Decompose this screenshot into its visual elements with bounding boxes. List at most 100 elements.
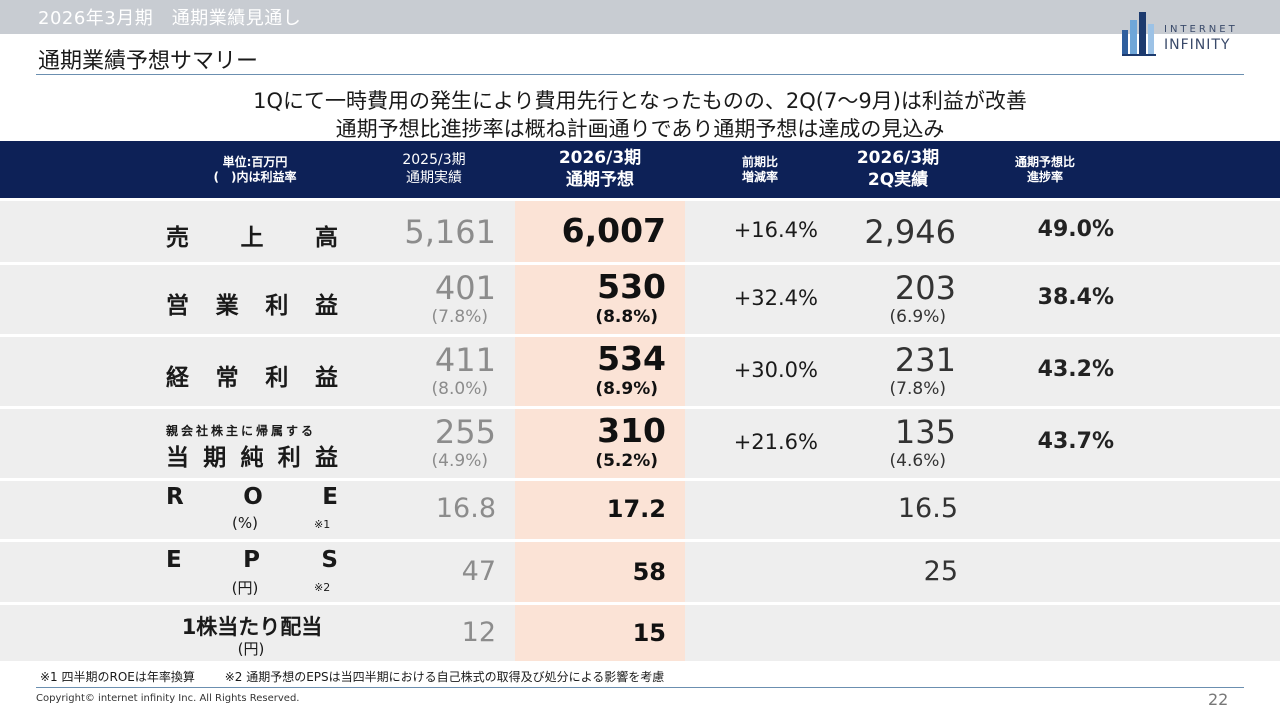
row-unit: (円) — [231, 579, 259, 597]
plan-rate: (8.9%) — [595, 379, 658, 399]
header-plan: 2026/3期 通期予想 — [520, 141, 680, 198]
footnotes: ※1 四半期のROEは年率換算 ※2 通期予想のEPSは当四半期における自己株式… — [40, 668, 690, 685]
change-value: +30.0% — [733, 358, 818, 382]
headline-line-2: 通期予想比進捗率は概ね計画通りであり通期予想は達成の見込み — [335, 117, 945, 141]
row-label: 経 常 利 益 — [166, 358, 338, 392]
footnote-1: ※1 四半期のROEは年率換算 — [40, 670, 195, 684]
row-footnote-ref: ※2 — [314, 581, 331, 594]
header-prev-line1: 2025/3期 — [402, 152, 466, 168]
q2-rate: (6.9%) — [889, 307, 946, 327]
plan-highlight — [515, 542, 685, 602]
header-progress-line1: 通期予想比 — [1014, 154, 1075, 169]
q2-rate: (7.8%) — [889, 379, 946, 399]
row-label: 売 上 高 — [166, 218, 338, 252]
q2-value: 2,946 — [864, 213, 956, 251]
prev-rate: (4.9%) — [431, 451, 488, 471]
progress-value: 43.2% — [1037, 357, 1114, 382]
row-footnote-ref: ※1 — [314, 518, 331, 531]
row-label: 当 期 純 利 益 — [166, 438, 338, 472]
progress-value: 38.4% — [1037, 285, 1114, 310]
q2-value: 135 — [894, 413, 956, 451]
prev-value: 255 — [434, 413, 496, 451]
period-heading: 2026年3月期 通期業績見通し — [38, 8, 302, 29]
label-char: O — [243, 484, 263, 510]
label-char: 益 — [314, 293, 338, 319]
label-char: E — [166, 547, 182, 573]
q2-value: 25 — [923, 556, 958, 587]
q2-value: 16.5 — [897, 493, 958, 524]
table-row-sales: 売 上 高 5,161 6,007 +16.4% 2,946 49.0% — [0, 201, 1280, 262]
table-row-net-income: 親会社株主に帰属する 当 期 純 利 益 255 (4.9%) 310 (5.2… — [0, 409, 1280, 478]
header-progress: 通期予想比 進捗率 — [990, 141, 1100, 198]
company-logo: INTERNET INFINITY — [1120, 10, 1250, 62]
prev-value: 5,161 — [404, 213, 496, 251]
plan-value: 17.2 — [606, 495, 666, 523]
row-label: 1株当たり配当 — [181, 615, 323, 639]
label-char: 利 — [277, 445, 301, 471]
title-divider — [36, 74, 1244, 75]
header-plan-line1: 2026/3期 — [558, 148, 642, 169]
page-title: 通期業績予想サマリー — [38, 49, 259, 74]
label-char: 純 — [240, 445, 264, 471]
logo-word-internet: INTERNET — [1164, 24, 1238, 35]
prev-value: 47 — [461, 556, 496, 587]
row-label: 営 業 利 益 — [166, 286, 338, 320]
header-unit-line1: 単位:百万円 — [222, 154, 288, 169]
change-value: +32.4% — [733, 286, 818, 310]
plan-highlight — [515, 337, 685, 406]
header-progress-line2: 進捗率 — [1026, 169, 1063, 184]
header-prev-year: 2025/3期 通期実績 — [372, 141, 496, 198]
header-2q-line1: 2026/3期 — [856, 148, 940, 169]
header-unit: 単位:百万円 ( )内は利益率 — [180, 141, 330, 198]
q2-value: 203 — [894, 269, 956, 307]
header-prev-line2: 通期実績 — [406, 169, 462, 186]
footnote-2: ※2 通期予想のEPSは当四半期における自己株式の取得及び処分による影響を考慮 — [224, 670, 665, 684]
plan-rate: (8.8%) — [595, 307, 658, 327]
label-char: 上 — [240, 225, 264, 251]
row-sublabel: 親会社株主に帰属する — [166, 424, 317, 438]
change-value: +21.6% — [733, 430, 818, 454]
plan-value: 15 — [632, 619, 666, 647]
label-char: 高 — [315, 225, 338, 251]
label-char: S — [321, 547, 338, 573]
row-unit: (円) — [237, 640, 265, 658]
footer-divider — [36, 687, 1244, 688]
prev-value: 12 — [461, 617, 496, 648]
plan-highlight — [515, 265, 685, 334]
plan-value: 530 — [597, 267, 666, 306]
label-char: 当 — [166, 445, 189, 471]
plan-rate: (5.2%) — [595, 451, 658, 471]
plan-value: 534 — [597, 339, 666, 378]
prev-rate: (8.0%) — [431, 379, 488, 399]
copyright: Copyright© internet infinity Inc. All Ri… — [36, 693, 300, 704]
headline-line-1: 1Qにて一時費用の発生により費用先行となったものの、2Q(7～9月)は利益が改善 — [253, 89, 1027, 113]
header-change-line1: 前期比 — [741, 154, 778, 169]
logo-icon — [1122, 12, 1156, 56]
header-2q: 2026/3期 2Q実績 — [830, 141, 966, 198]
label-char: 業 — [215, 293, 239, 319]
table-row-roe: R O E (%) ※1 16.8 17.2 16.5 — [0, 481, 1280, 539]
row-label: E P S — [166, 547, 338, 573]
prev-value: 401 — [434, 269, 496, 307]
top-band: 2026年3月期 通期業績見通し — [0, 0, 1280, 34]
label-char: 常 — [215, 365, 239, 391]
plan-value: 58 — [632, 558, 666, 586]
plan-value: 6,007 — [561, 211, 666, 250]
prev-rate: (7.8%) — [431, 307, 488, 327]
label-char: E — [322, 484, 338, 510]
label-char: 利 — [265, 365, 289, 391]
label-char: R — [166, 484, 184, 510]
header-plan-line2: 通期予想 — [566, 169, 634, 190]
q2-rate: (4.6%) — [889, 451, 946, 471]
label-char: 益 — [315, 445, 338, 471]
label-char: 営 — [166, 293, 189, 319]
table-row-eps: E P S (円) ※2 47 58 25 — [0, 542, 1280, 602]
change-value: +16.4% — [733, 218, 818, 242]
header-change: 前期比 増減率 — [710, 141, 810, 198]
table-row-ordinary-income: 経 常 利 益 411 (8.0%) 534 (8.9%) +30.0% 231… — [0, 337, 1280, 406]
label-char: 利 — [265, 293, 289, 319]
plan-highlight — [515, 605, 685, 661]
label-char: 売 — [166, 225, 189, 251]
label-char: P — [243, 547, 260, 573]
label-char: 益 — [314, 365, 338, 391]
